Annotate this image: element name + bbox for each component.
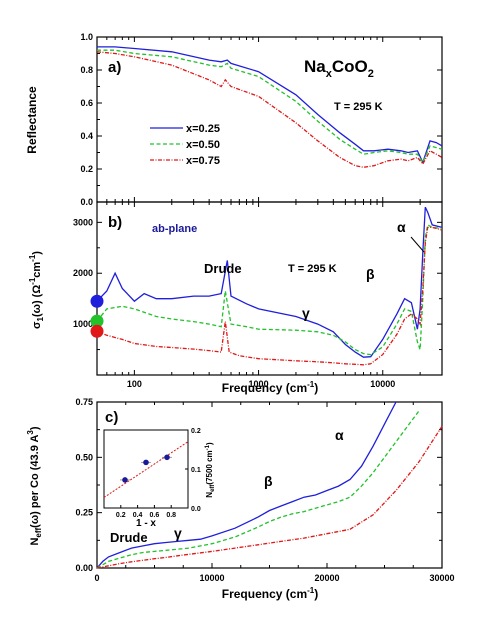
y-tick-label: 0.6 <box>80 98 93 108</box>
panel-label-a: a) <box>108 59 121 76</box>
alpha-pointer <box>410 236 425 253</box>
series-line <box>96 401 397 569</box>
inset-y-axis-label: Neff(7500 cm-1) <box>205 442 216 498</box>
x-tick-label: 10000 <box>199 573 224 583</box>
dc-conductivity-marker <box>90 294 104 308</box>
y-tick-label: 0.50 <box>75 452 93 462</box>
series-line <box>97 49 443 164</box>
series-c-025 <box>96 401 397 569</box>
inset-x-tick-label: 0.8 <box>166 512 176 519</box>
series-a-025 <box>97 46 443 165</box>
series-a-075 <box>96 51 443 168</box>
series-line <box>96 226 443 366</box>
y-tick-label: 0.00 <box>75 563 93 573</box>
inset-x-axis-label: 1 - x <box>136 518 156 529</box>
inset-y-tick-label: 0.2 <box>191 428 201 435</box>
inset-fit-line <box>103 441 189 498</box>
series-c-050 <box>96 410 420 569</box>
y-tick-label: 3000 <box>73 217 93 227</box>
inset-y-tick-label: 0.0 <box>191 506 201 513</box>
series-line <box>96 410 420 569</box>
y-tick-label: 0.0 <box>80 197 93 207</box>
inset-data-point <box>143 459 149 466</box>
legend-label: x=0.75 <box>186 155 220 167</box>
y-tick-label: 0.75 <box>75 397 93 407</box>
dc-conductivity-marker <box>90 314 104 328</box>
series-line <box>96 51 443 168</box>
peak-label-alpha: α <box>335 427 344 443</box>
inset-y-tick-label: 0.1 <box>191 467 201 474</box>
legend-label: x=0.25 <box>186 123 220 135</box>
peak-label-gamma: γ <box>174 525 182 541</box>
panel-label-c: c) <box>105 409 118 426</box>
y-tick-label: 1.0 <box>80 32 93 42</box>
series-b-075 <box>96 226 443 366</box>
y-tick-label: 2000 <box>73 268 93 278</box>
inset-x-tick-label: 0.6 <box>150 512 160 519</box>
peak-label-gamma: γ <box>302 305 310 321</box>
x-axis-label: Frequency (cm-1) <box>222 586 318 601</box>
panel-a-frame <box>96 36 443 203</box>
series-line <box>96 223 443 356</box>
inset-data-point <box>164 454 170 461</box>
x-tick-label: 1000 <box>249 379 269 389</box>
legend: x=0.25 x=0.50 x=0.75 <box>150 123 220 167</box>
series-line <box>97 46 443 165</box>
y-tick-label: 0.2 <box>80 164 93 174</box>
peak-label-alpha: α <box>397 219 406 235</box>
legend-label: x=0.50 <box>186 139 220 151</box>
y-tick-label: 0.25 <box>75 508 93 518</box>
x-tick-label: 30000 <box>429 573 454 583</box>
y-axis-label: Neff(ω) per Co (43.9 A3) <box>26 426 43 545</box>
panel-label-b: b) <box>108 214 122 231</box>
inset-x-tick-label: 0.4 <box>133 512 143 519</box>
y-tick-label: 1000 <box>73 319 93 329</box>
inset-data-point <box>122 477 128 483</box>
x-tick-label: 10000 <box>370 379 395 389</box>
chart-title: NaxCoO2 <box>304 57 374 80</box>
dc-conductivity-marker <box>90 324 104 338</box>
y-tick-label: 0.8 <box>80 65 93 75</box>
annotation-temperature: T = 295 K <box>334 101 383 113</box>
x-axis-label: Frequency (cm-1) <box>222 380 318 395</box>
annotation-temperature: T = 295 K <box>288 263 337 275</box>
x-tick-label: 20000 <box>314 573 339 583</box>
peak-label-drude: Drude <box>204 261 242 276</box>
peak-label-drude: Drude <box>110 530 148 545</box>
y-axis-label: σ1(ω) (Ω-1cm-1) <box>28 251 45 329</box>
y-axis-label: Reflectance <box>25 86 39 154</box>
panel-b-frame <box>96 201 443 376</box>
series-a-050 <box>97 49 443 164</box>
peak-label-beta: β <box>264 473 273 489</box>
inset-x-tick-label: 0.2 <box>116 512 126 519</box>
series-line <box>96 206 443 358</box>
x-tick-label: 0 <box>94 573 99 583</box>
series-b-025 <box>96 206 443 358</box>
x-tick-label: 100 <box>127 379 142 389</box>
peak-label-beta: β <box>366 266 375 282</box>
series-b-050 <box>96 223 443 356</box>
y-tick-label: 0.4 <box>80 131 93 141</box>
annotation-ab-plane: ab-plane <box>152 223 197 235</box>
